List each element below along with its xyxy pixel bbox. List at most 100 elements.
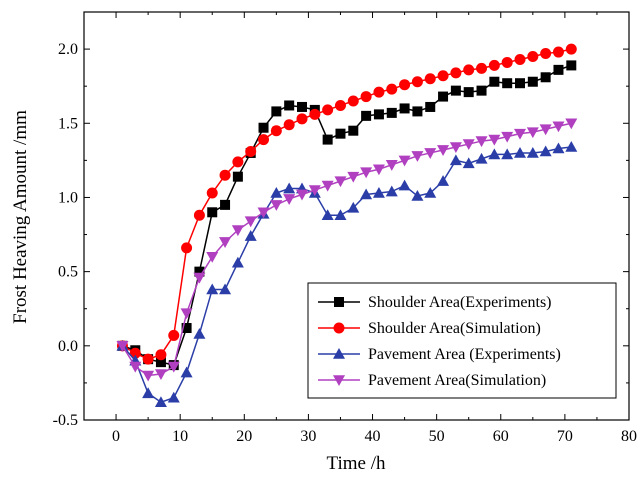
data-point	[425, 101, 436, 112]
x-tick-label: 40	[365, 428, 381, 445]
data-point	[437, 145, 450, 156]
data-point	[565, 141, 578, 152]
y-tick-label: 0.0	[58, 338, 78, 355]
x-axis-title: Time /h	[327, 453, 386, 474]
data-point	[437, 175, 450, 186]
data-point	[566, 60, 577, 71]
data-point	[360, 167, 373, 179]
data-point	[129, 347, 141, 359]
plot-area: 0 10 20 30 40 50 60 70 80 -0.5 0.0 0.5 1.0 1.5 2.0	[53, 11, 637, 445]
data-point	[231, 225, 244, 237]
data-point	[385, 185, 398, 197]
data-point	[270, 187, 283, 198]
data-point	[437, 70, 449, 82]
data-point	[399, 103, 410, 114]
data-point	[181, 242, 193, 254]
data-point	[297, 101, 307, 112]
data-point	[361, 110, 372, 121]
data-point	[219, 169, 231, 181]
data-point	[334, 209, 347, 221]
data-point	[540, 72, 551, 83]
legend-marker	[334, 297, 344, 307]
data-point	[167, 361, 180, 373]
data-point	[321, 180, 334, 192]
data-point	[552, 121, 565, 133]
x-tick-label: 0	[112, 428, 120, 445]
legend-label: Pavement Area(Simulation)	[368, 372, 546, 389]
data-point	[360, 188, 373, 200]
data-point	[424, 187, 437, 198]
series-2	[116, 43, 577, 365]
data-point	[373, 109, 384, 120]
data-point	[283, 182, 296, 194]
data-point	[373, 86, 385, 98]
data-point	[398, 179, 411, 191]
data-point	[167, 391, 180, 403]
data-point	[424, 148, 437, 159]
data-point	[154, 396, 167, 407]
data-point	[284, 100, 295, 111]
data-point	[283, 119, 295, 131]
data-point	[372, 187, 385, 198]
y-tick-label: -0.5	[53, 412, 78, 429]
data-point	[334, 99, 346, 111]
legend-marker	[333, 375, 345, 386]
data-point	[501, 148, 514, 160]
data-point	[360, 91, 372, 103]
data-point	[142, 353, 154, 365]
data-point	[206, 283, 219, 295]
data-point	[501, 131, 514, 143]
data-point	[116, 341, 129, 352]
data-point	[348, 125, 359, 136]
data-point	[565, 43, 577, 55]
data-point	[526, 146, 539, 158]
data-point	[309, 108, 321, 120]
data-point	[194, 266, 205, 277]
series-4	[116, 118, 578, 382]
data-point	[514, 53, 526, 65]
data-point	[296, 189, 308, 201]
data-point	[244, 216, 257, 228]
legend-label: Shoulder Area(Experiments)	[368, 294, 552, 311]
y-axis-ticks	[84, 48, 629, 421]
data-point	[539, 145, 552, 157]
data-point	[258, 122, 269, 133]
data-point	[219, 237, 232, 248]
data-point	[412, 106, 423, 117]
data-point	[539, 124, 552, 136]
data-point	[155, 349, 167, 361]
x-tick-label: 50	[429, 428, 445, 445]
data-point	[553, 64, 564, 75]
data-point	[258, 134, 270, 146]
data-point	[347, 95, 359, 107]
data-point	[154, 369, 167, 381]
x-tick-label: 70	[557, 428, 573, 445]
data-point	[565, 118, 578, 130]
x-axis-ticks	[83, 12, 630, 420]
data-point	[386, 107, 397, 118]
data-point	[450, 85, 461, 96]
data-point	[488, 134, 501, 146]
y-axis-tick-labels: -0.5 0.0 0.5 1.0 1.5 2.0	[53, 41, 78, 429]
data-point	[334, 176, 347, 188]
data-point	[462, 157, 475, 169]
data-point	[347, 201, 360, 213]
data-point	[347, 171, 360, 183]
legend: Shoulder Area(Experiments) Shoulder Area(…	[307, 282, 617, 399]
data-point	[527, 51, 539, 63]
data-point	[514, 146, 526, 158]
data-point	[322, 104, 334, 116]
data-point	[206, 187, 218, 199]
data-point	[257, 207, 270, 219]
plot-frame	[83, 11, 630, 421]
data-point	[220, 199, 231, 210]
data-point	[489, 76, 500, 87]
data-point	[411, 151, 424, 162]
data-point	[540, 48, 552, 60]
data-point	[449, 154, 462, 166]
y-axis-title: Frost Heaving Amount /mm	[10, 110, 31, 324]
legend-entry: Pavement Area(Simulation)	[318, 372, 546, 389]
legend-label: Pavement Area (Experiments)	[368, 346, 561, 363]
data-point	[231, 256, 244, 268]
